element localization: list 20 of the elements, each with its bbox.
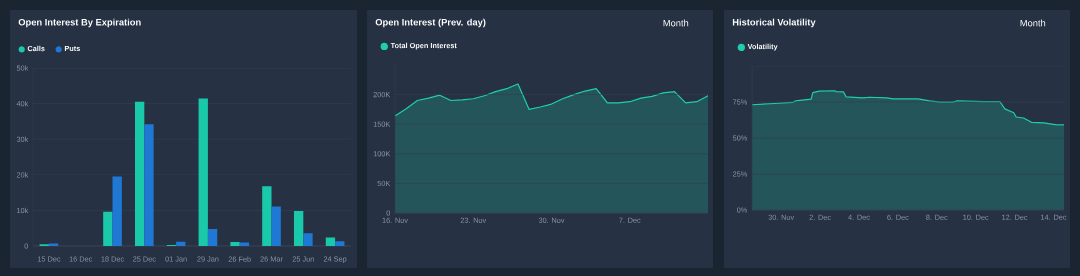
text: Month (1020, 19, 1046, 27)
bar (239, 242, 250, 246)
text: Month (663, 19, 689, 27)
bar (325, 237, 336, 246)
chart-title: Historical Volatility (732, 18, 816, 28)
bar (176, 241, 186, 246)
bar (271, 206, 281, 246)
bar (112, 176, 122, 246)
bar (262, 186, 272, 246)
bar (198, 98, 208, 246)
chart-title: Open Interest (Prev. day) (375, 18, 486, 28)
bar (303, 233, 313, 246)
bar (103, 211, 113, 246)
bar (134, 101, 145, 246)
bar (335, 241, 345, 246)
bar (293, 211, 304, 246)
bar (144, 124, 154, 246)
bar (207, 228, 218, 246)
chart-title: Open Interest By Expiration (18, 18, 141, 28)
bar (230, 242, 240, 246)
